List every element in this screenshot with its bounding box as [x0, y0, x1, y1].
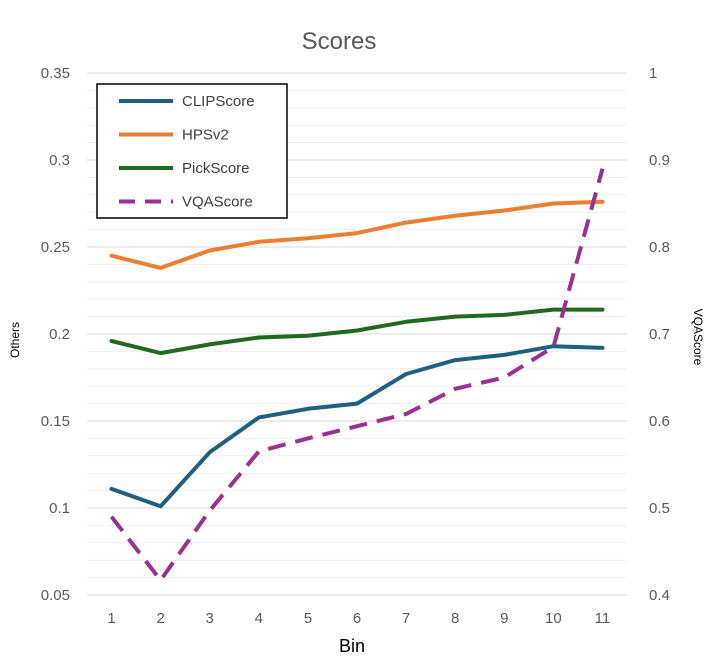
left-tick-label: 0.1 — [49, 500, 70, 517]
x-tick-label: 4 — [255, 610, 263, 627]
series-line-clipscore — [109, 344, 605, 509]
x-tick-label: 8 — [451, 610, 459, 627]
left-tick-label: 0.25 — [41, 239, 70, 256]
series-line-hpsv2 — [109, 199, 605, 270]
x-tick-label: 3 — [206, 610, 214, 627]
right-tick-label: 0.9 — [649, 152, 670, 169]
x-tick-label: 6 — [353, 610, 361, 627]
x-axis-ticks: 1 2 3 4 5 6 7 8 9 10 11 — [107, 610, 610, 627]
x-tick-label: 2 — [156, 610, 164, 627]
legend-label-vqascore: VQAScore — [182, 194, 253, 211]
series-line-vqascore — [109, 168, 605, 583]
right-tick-label: 0.6 — [649, 413, 670, 430]
left-axis-ticks: 0.35 0.3 0.25 0.2 0.15 0.1 0.05 — [41, 65, 70, 604]
left-tick-label: 0.35 — [41, 65, 70, 82]
gridlines — [87, 72, 627, 596]
left-axis-title: Others — [8, 322, 22, 358]
x-tick-label: 9 — [500, 610, 508, 627]
left-tick-label: 0.05 — [41, 587, 70, 604]
x-tick-label: 7 — [402, 610, 410, 627]
left-tick-label: 0.2 — [49, 326, 70, 343]
right-tick-label: 0.8 — [649, 239, 670, 256]
series-lines — [109, 168, 605, 583]
legend-box — [96, 83, 288, 219]
legend-label-hpsv2: HPSv2 — [182, 127, 229, 144]
legend-label-clipscore: CLIPScore — [182, 93, 255, 110]
right-tick-label: 0.5 — [649, 500, 670, 517]
legend: CLIPScore HPSv2 PickScore VQAScore — [96, 83, 288, 219]
x-axis-title: Bin — [339, 636, 365, 656]
right-axis-ticks: 1 0.9 0.8 0.7 0.6 0.5 0.4 — [649, 65, 670, 604]
right-tick-label: 0.4 — [649, 587, 670, 604]
x-tick-label: 1 — [107, 610, 115, 627]
legend-label-pickscore: PickScore — [182, 160, 250, 177]
right-tick-label: 0.7 — [649, 326, 670, 343]
left-tick-label: 0.3 — [49, 152, 70, 169]
right-axis-title: VQAScore — [691, 309, 705, 366]
x-tick-label: 5 — [304, 610, 312, 627]
x-tick-label: 10 — [545, 610, 562, 627]
chart-title: Scores — [302, 28, 377, 55]
series-line-pickscore — [109, 307, 605, 356]
left-tick-label: 0.15 — [41, 413, 70, 430]
x-tick-label: 11 — [595, 610, 611, 627]
right-tick-label: 1 — [649, 65, 657, 82]
